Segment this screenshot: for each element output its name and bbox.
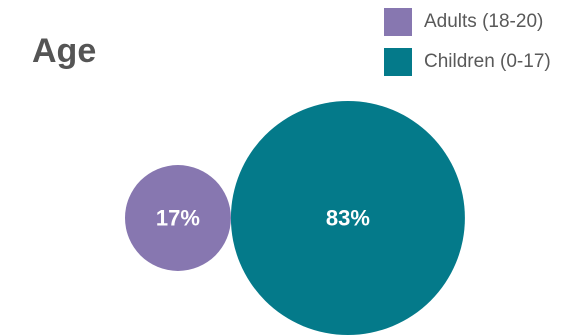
legend-item-children: Children (0-17) xyxy=(384,48,551,76)
legend-label-adults: Adults (18-20) xyxy=(424,11,544,32)
legend-item-adults: Adults (18-20) xyxy=(384,8,551,36)
bubble-adults xyxy=(125,165,231,271)
legend-swatch-children xyxy=(384,48,412,76)
data-label-children: 83% xyxy=(326,206,370,231)
legend-label-children: Children (0-17) xyxy=(424,51,551,72)
bubble-children xyxy=(230,101,465,335)
legend: Adults (18-20) Children (0-17) xyxy=(384,8,551,88)
chart-title: Age xyxy=(32,32,97,70)
data-label-adults: 17% xyxy=(156,206,200,231)
legend-swatch-adults xyxy=(384,8,412,36)
